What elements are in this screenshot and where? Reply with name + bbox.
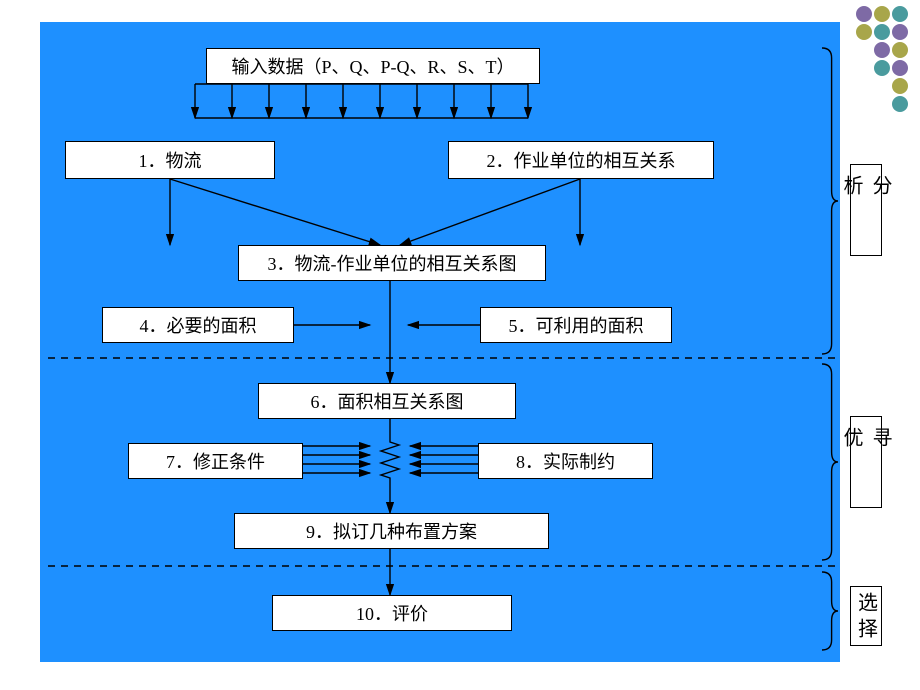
phase-label-analysis: 分析: [850, 164, 882, 256]
decor-dot: [892, 78, 908, 94]
decor-dot: [856, 6, 872, 22]
phase-text: 分析: [837, 175, 895, 255]
node-8-constraints: 8．实际制约: [478, 443, 653, 479]
node-10-evaluation: 10．评价: [272, 595, 512, 631]
node-5-available-area: 5．可利用的面积: [480, 307, 672, 343]
node-label: 4．必要的面积: [140, 312, 257, 338]
node-9-layout-plans: 9．拟订几种布置方案: [234, 513, 549, 549]
decor-dot: [874, 6, 890, 22]
phase-label-select: 选择: [850, 586, 882, 646]
decor-dot: [874, 24, 890, 40]
node-label: 7．修正条件: [166, 448, 265, 474]
node-7-modifications: 7．修正条件: [128, 443, 303, 479]
node-label: 输入数据（P、Q、P-Q、R、S、T）: [231, 53, 514, 79]
decor-dot: [874, 42, 890, 58]
node-label: 1．物流: [139, 147, 202, 173]
node-label: 8．实际制约: [516, 448, 615, 474]
node-6-area-relation-diagram: 6．面积相互关系图: [258, 383, 516, 419]
node-label: 3．物流-作业单位的相互关系图: [268, 250, 517, 276]
diagram-stage: 输入数据（P、Q、P-Q、R、S、T） 1．物流 2．作业单位的相互关系 3．物…: [0, 0, 920, 690]
decor-dot: [874, 60, 890, 76]
phase-text: 寻优: [837, 427, 895, 507]
decor-dot: [892, 24, 908, 40]
phase-label-optimize: 寻优: [850, 416, 882, 508]
node-1-logistics: 1．物流: [65, 141, 275, 179]
node-2-unit-relations: 2．作业单位的相互关系: [448, 141, 714, 179]
node-4-required-area: 4．必要的面积: [102, 307, 294, 343]
decor-dot: [892, 60, 908, 76]
phase-text: 选择: [852, 592, 881, 644]
node-label: 10．评价: [356, 600, 428, 626]
decor-dot: [892, 42, 908, 58]
decor-dot: [892, 96, 908, 112]
node-label: 5．可利用的面积: [509, 312, 644, 338]
node-3-relation-diagram: 3．物流-作业单位的相互关系图: [238, 245, 546, 281]
decor-dot: [856, 24, 872, 40]
node-label: 2．作业单位的相互关系: [487, 147, 676, 173]
decor-dot: [892, 6, 908, 22]
node-label: 6．面积相互关系图: [311, 388, 464, 414]
node-input-data: 输入数据（P、Q、P-Q、R、S、T）: [206, 48, 540, 84]
node-label: 9．拟订几种布置方案: [306, 518, 477, 544]
